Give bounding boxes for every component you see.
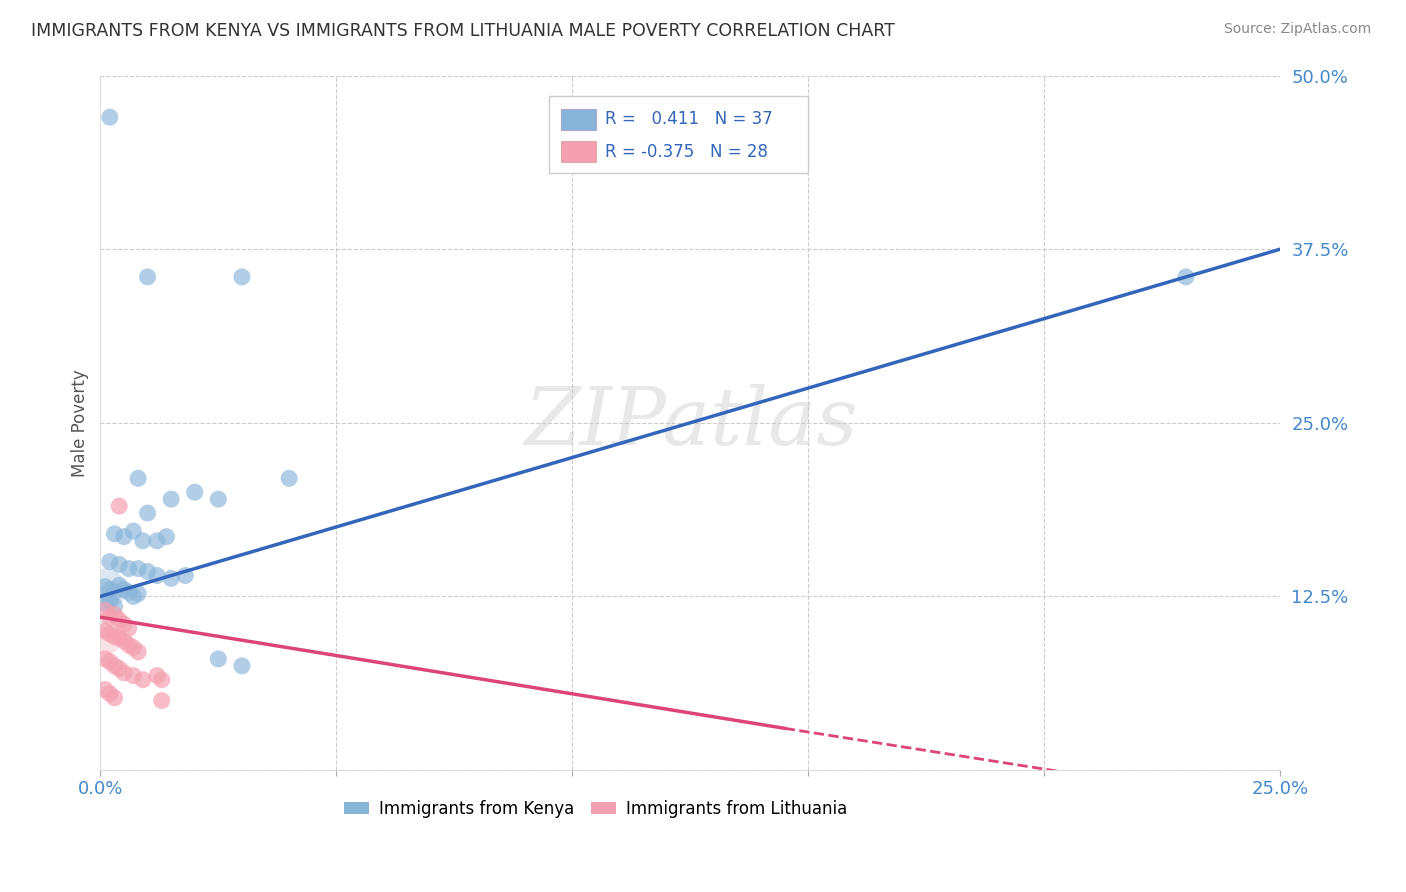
Point [103,690,125,705]
Point [150,673,173,687]
Point [94,580,117,594]
Point [150,693,173,707]
Point [98,582,121,597]
Legend: Immigrants from Kenya, Immigrants from Lithuania: Immigrants from Kenya, Immigrants from L… [337,793,855,824]
Point [207,652,229,666]
Point [108,558,131,572]
Bar [561,109,596,129]
Point [146,668,169,682]
Point [94,582,117,597]
Point [98,627,121,641]
Point [98,593,121,607]
Point [94,682,117,697]
Point [146,533,169,548]
FancyBboxPatch shape [548,96,808,173]
Point [103,658,125,673]
Point [122,668,145,682]
Point [98,555,121,569]
Point [112,582,135,597]
Point [132,533,155,548]
Point [103,630,125,644]
Point [127,561,149,575]
Text: R =   0.411   N = 37: R = 0.411 N = 37 [606,111,773,128]
Point [98,687,121,701]
Text: Source: ZipAtlas.com: Source: ZipAtlas.com [1223,22,1371,37]
Point [174,568,197,582]
Point [98,110,121,124]
Point [160,492,183,507]
Point [112,530,135,544]
Text: ZIPatlas: ZIPatlas [523,384,858,461]
Point [108,631,131,645]
Y-axis label: Male Poverty: Male Poverty [72,369,89,476]
Text: IMMIGRANTS FROM KENYA VS IMMIGRANTS FROM LITHUANIA MALE POVERTY CORRELATION CHAR: IMMIGRANTS FROM KENYA VS IMMIGRANTS FROM… [31,22,894,40]
Point [108,499,131,513]
Point [127,645,149,659]
Point [155,530,177,544]
Point [103,585,125,599]
Point [112,617,135,632]
Point [122,524,145,538]
Point [231,658,253,673]
Point [1174,269,1197,284]
Point [278,471,301,485]
Point [118,561,141,575]
Point [184,485,207,500]
Text: R = -0.375   N = 28: R = -0.375 N = 28 [606,143,769,161]
Point [118,638,141,652]
Point [108,578,131,592]
Point [231,269,253,284]
Point [98,610,121,624]
Point [94,652,117,666]
Point [94,631,117,645]
Point [127,471,149,485]
Point [103,527,125,541]
Point [112,665,135,680]
Point [136,565,159,579]
Point [108,613,131,627]
Point [136,269,159,284]
Point [108,662,131,676]
Point [103,599,125,613]
Point [94,596,117,610]
Point [136,506,159,520]
Point [118,621,141,635]
Point [112,633,135,648]
Point [103,607,125,622]
Point [146,568,169,582]
Point [160,571,183,585]
Point [94,624,117,639]
Point [127,586,149,600]
Point [118,585,141,599]
Point [122,590,145,604]
Point [207,492,229,507]
Point [98,655,121,669]
Point [122,640,145,655]
Bar [561,142,596,162]
Point [94,603,117,617]
Point [132,673,155,687]
